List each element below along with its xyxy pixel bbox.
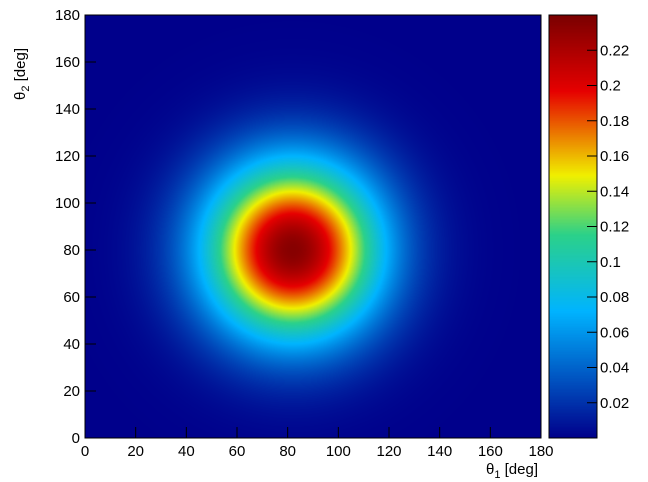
- y-tick-label: 80: [63, 242, 80, 259]
- y-tick-label: 180: [55, 7, 80, 24]
- colorbar-tick-label: 0.08: [600, 289, 629, 306]
- x-tick-label: 60: [229, 443, 246, 460]
- colorbar-axis: 0.02 0.04 0.06 0.08 0.1 0.12 0.14 0.16 0.18 0.2 0.…: [587, 42, 629, 412]
- y-tick-label: 0: [72, 430, 80, 447]
- colorbar-tick-label: 0.16: [600, 148, 629, 165]
- x-tick-label: 180: [528, 443, 553, 460]
- colorbar-tick-label: 0.02: [600, 395, 629, 412]
- y-tick-label: 120: [55, 148, 80, 165]
- colorbar-tick-label: 0.1: [600, 254, 621, 271]
- y-tick-label: 140: [55, 101, 80, 118]
- y-tick-label: 40: [63, 336, 80, 353]
- x-axis: 0 20 40 60 80 100 120 140 160 180: [81, 427, 554, 460]
- colorbar-tick-label: 0.14: [600, 183, 629, 200]
- y-axis: 0 20 40 60 80 100 120 140 160 180: [55, 7, 96, 447]
- y-tick-label: 20: [63, 383, 80, 400]
- colorbar-tick-label: 0.12: [600, 219, 629, 236]
- colorbar-tick-label: 0.06: [600, 324, 629, 341]
- x-tick-label: 40: [178, 443, 195, 460]
- colorbar-tick-label: 0.04: [600, 360, 629, 377]
- x-tick-label: 0: [81, 443, 89, 460]
- plot-frame: [84, 14, 542, 439]
- x-tick-label: 20: [127, 443, 144, 460]
- x-tick-label: 160: [478, 443, 503, 460]
- y-tick-label: 160: [55, 54, 80, 71]
- colorbar-tick-label: 0.22: [600, 42, 629, 59]
- y-tick-label: 60: [63, 289, 80, 306]
- y-axis-title: θ2 [deg]: [12, 48, 32, 100]
- x-axis-title: θ1 [deg]: [486, 461, 538, 481]
- x-tick-label: 80: [279, 443, 296, 460]
- y-tick-label: 100: [55, 195, 80, 212]
- x-tick-label: 100: [326, 443, 351, 460]
- x-tick-label: 140: [427, 443, 452, 460]
- colorbar-tick-label: 0.18: [600, 113, 629, 130]
- plot-area: [84, 14, 542, 439]
- x-tick-label: 120: [376, 443, 401, 460]
- heatmap-image: [85, 15, 541, 438]
- colorbar-tick-label: 0.2: [600, 78, 621, 95]
